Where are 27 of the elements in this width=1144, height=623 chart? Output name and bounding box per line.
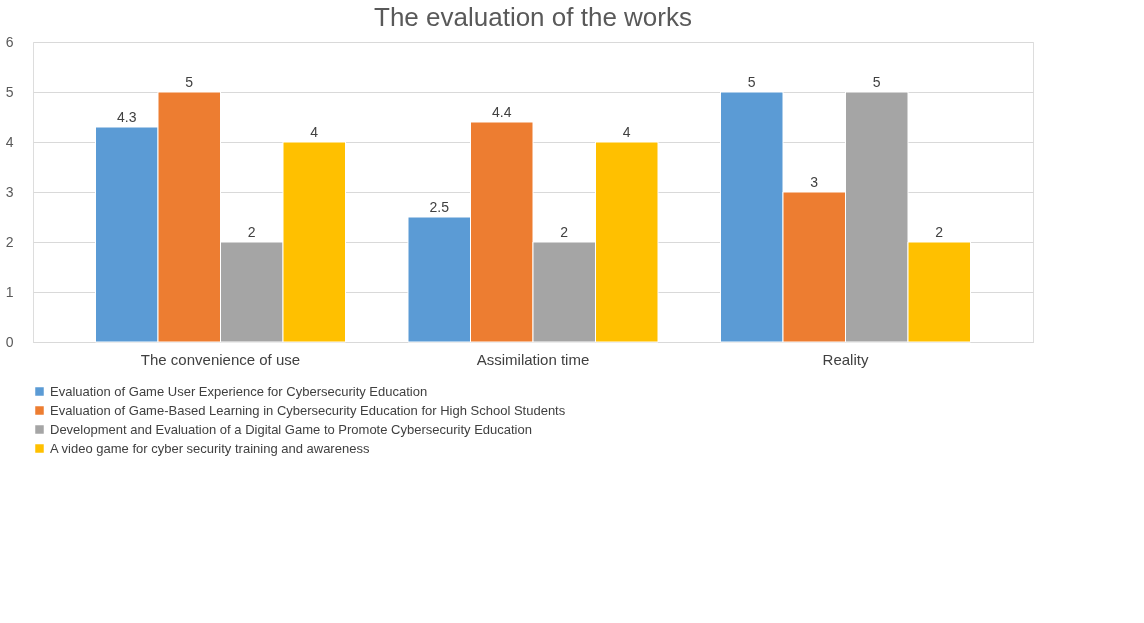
legend-label: Evaluation of Game-Based Learning in Cybersecurity Education for High School Students	[50, 402, 566, 418]
y-tick-label: 3	[5, 183, 14, 200]
data-label: 5	[747, 74, 756, 90]
x-tick-label: The convenience of use	[140, 350, 301, 368]
y-tick-label: 4	[5, 133, 14, 150]
data-label: 2	[560, 224, 569, 240]
x-tick-label: Reality	[822, 350, 869, 368]
data-label: 5	[185, 74, 194, 90]
y-tick-label: 2	[5, 233, 14, 250]
data-label: 4.3	[117, 109, 137, 125]
data-label: 4	[310, 124, 319, 140]
legend-label: A video game for cyber security training and awareness	[50, 440, 370, 456]
chart-title: The evaluation of the works	[374, 2, 692, 32]
legend-label: Evaluation of Game User Experience for Cybersecurity Education	[50, 383, 428, 399]
y-tick-label: 0	[5, 333, 14, 350]
y-tick-label: 5	[5, 83, 14, 100]
legend-label: Development and Evaluation of a Digital Game to Promote Cybersecurity Education	[50, 421, 532, 437]
data-label: 2.5	[429, 199, 450, 215]
data-label: 4.4	[492, 104, 512, 120]
data-label: 2	[247, 224, 256, 240]
data-label: 4	[622, 124, 631, 140]
data-label: 5	[872, 74, 881, 90]
data-label: 2	[935, 224, 944, 240]
y-tick-label: 1	[5, 283, 14, 300]
x-tick-label: Assimilation time	[476, 350, 590, 368]
data-label: 3	[810, 174, 819, 190]
y-tick-label: 6	[5, 33, 14, 50]
